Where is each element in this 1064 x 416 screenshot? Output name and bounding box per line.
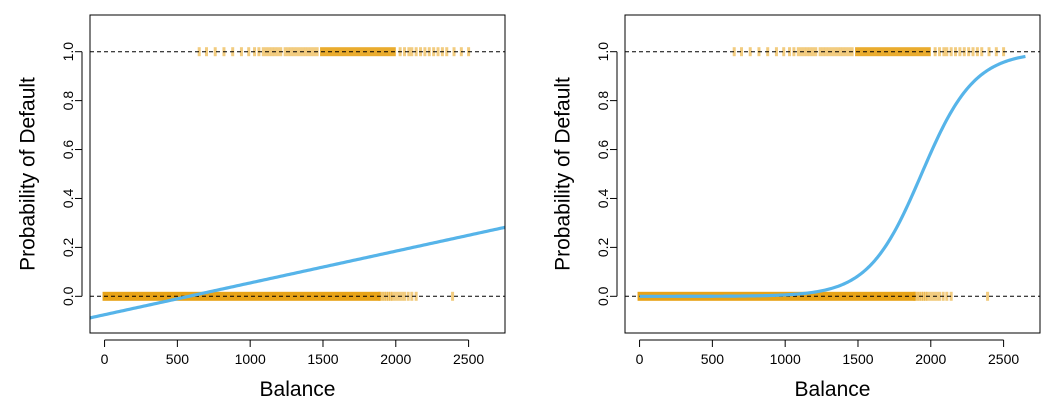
data-point-default-yes [732,47,736,57]
x-tick-label: 2000 [380,351,411,367]
x-tick-label: 1000 [770,351,801,367]
data-point-default-yes [309,47,313,57]
x-tick-label: 0 [101,351,109,367]
data-point-default-yes [261,47,265,57]
data-point-default-no [986,291,990,301]
data-point-default-no [915,291,919,301]
data-point-default-yes [945,47,949,57]
y-tick-label: 0.0 [60,286,76,306]
y-tick-label: 0.2 [60,237,76,257]
data-point-default-yes [213,47,217,57]
plot-area [90,47,505,320]
data-point-default-yes [796,47,800,57]
x-tick-label: 2500 [453,351,484,367]
data-point-default-yes [844,47,848,57]
data-point-default-yes [782,47,786,57]
y-tick-label: 0.2 [595,237,611,257]
plot-frame [89,14,506,334]
data-point-default-yes [445,47,449,57]
data-point-default-yes [410,47,414,57]
data-point-default-yes [980,47,984,57]
data-point-default-yes [276,47,280,57]
y-axis-title: Probability of Default [17,77,40,271]
data-point-default-no [929,291,933,301]
y-tick-label: 0.4 [595,189,611,209]
points-band-default-no [102,291,381,301]
data-point-default-yes [958,47,962,57]
data-point-default-no [938,291,942,301]
x-tick-label: 500 [701,351,725,367]
data-point-default-no [387,291,391,301]
x-tick-label: 0 [636,351,644,367]
data-point-default-yes [423,47,427,57]
x-axis-title: Balance [795,378,871,401]
y-tick-label: 0.8 [595,91,611,111]
fit-line [639,54,1026,298]
x-tick-label: 1500 [842,351,873,367]
y-tick-label: 0.0 [595,286,611,306]
data-point-default-yes [802,47,806,57]
chart-panel-1: 0 500 1000 1500 2000 2500 0.0 0.2 0.4 0.6 0.8 1.0 Ba… [17,14,506,401]
plot-frame [624,14,1041,334]
y-tick-label: 0.6 [60,140,76,160]
data-point-default-yes [839,47,843,57]
data-point-default-yes [436,47,440,57]
data-point-default-no [394,291,398,301]
data-point-default-no [403,291,407,301]
data-point-default-no [924,291,928,301]
data-point-default-yes [938,47,942,57]
data-point-default-yes [247,47,251,57]
data-point-default-yes [298,47,302,57]
y-tick-label: 0.8 [60,91,76,111]
y-tick-label: 0.4 [60,189,76,209]
chart-panel-2: 0 500 1000 1500 2000 2500 0.0 0.2 0.4 0.6 0.8 1.0 Ba… [552,14,1041,401]
data-point-default-yes [748,47,752,57]
data-point-default-yes [824,47,828,57]
data-point-default-yes [239,47,243,57]
data-point-default-no [945,291,949,301]
data-point-default-no [380,291,384,301]
data-point-default-yes [403,47,407,57]
x-tick-label: 2000 [915,351,946,367]
data-point-default-yes [414,47,418,57]
data-point-default-no [949,291,953,301]
data-point-default-no [389,291,393,301]
data-point-default-yes [818,47,822,57]
data-point-default-yes [811,47,815,57]
data-point-default-no [414,291,418,301]
x-tick-label: 1500 [307,351,338,367]
y-tick-label: 0.6 [595,140,611,160]
data-point-default-yes [304,47,308,57]
data-point-default-no [451,291,455,301]
x-axis-title: Balance [260,378,336,401]
data-point-default-yes [267,47,271,57]
data-point-default-yes [949,47,953,57]
fit-line [90,225,505,320]
data-point-default-yes [774,47,778,57]
data-point-default-yes [833,47,837,57]
y-tick-label: 1.0 [595,42,611,62]
data-point-default-yes [971,47,975,57]
data-point-default-no [410,291,414,301]
data-point-default-yes [197,47,201,57]
x-tick-label: 2500 [988,351,1019,367]
data-point-default-yes [283,47,287,57]
data-point-default-yes [289,47,293,57]
data-point-default-yes [739,47,743,57]
y-tick-label: 1.0 [60,42,76,62]
data-point-default-no [922,291,926,301]
data-point-default-yes [204,47,208,57]
y-axis-title: Probability of Default [552,77,575,271]
x-tick-label: 500 [166,351,190,367]
x-tick-label: 1000 [235,351,266,367]
plot-area [625,47,1040,301]
